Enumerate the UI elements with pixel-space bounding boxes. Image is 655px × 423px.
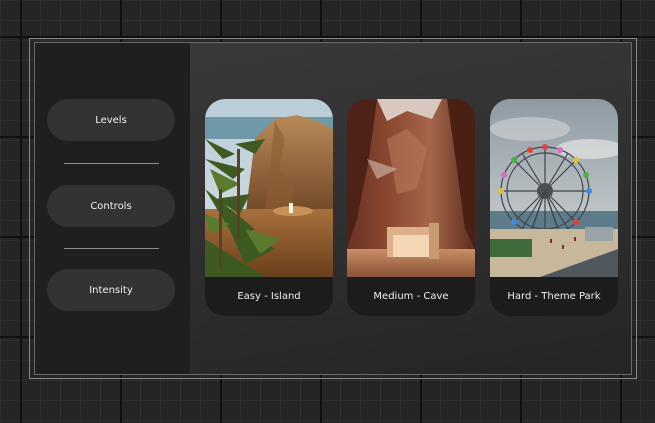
level-card-medium-cave[interactable]: Medium - Cave (347, 99, 475, 316)
intensity-button-label: Intensity (89, 284, 133, 296)
controls-button[interactable]: Controls (47, 185, 175, 227)
level-card-label: Medium - Cave (373, 291, 449, 302)
levels-button[interactable]: Levels (47, 99, 175, 141)
intensity-button[interactable]: Intensity (47, 269, 175, 311)
controls-button-label: Controls (90, 200, 132, 212)
sidebar-divider (64, 163, 159, 164)
level-card-label: Hard - Theme Park (507, 291, 601, 302)
level-select-window: Levels Controls Intensity (29, 38, 637, 379)
sidebar-divider (64, 248, 159, 249)
level-card-easy-island[interactable]: Easy - Island (205, 99, 333, 316)
levels-button-label: Levels (95, 114, 127, 126)
desert-island-image (205, 99, 333, 277)
level-card-hard-theme-park[interactable]: Hard - Theme Park (490, 99, 618, 316)
level-card-label: Easy - Island (237, 291, 301, 302)
ferris-wheel-theme-park-image (490, 99, 618, 277)
sidebar: Levels Controls Intensity (35, 43, 190, 374)
canyon-cave-image (347, 99, 475, 277)
level-select-panel: Levels Controls Intensity (34, 42, 632, 375)
